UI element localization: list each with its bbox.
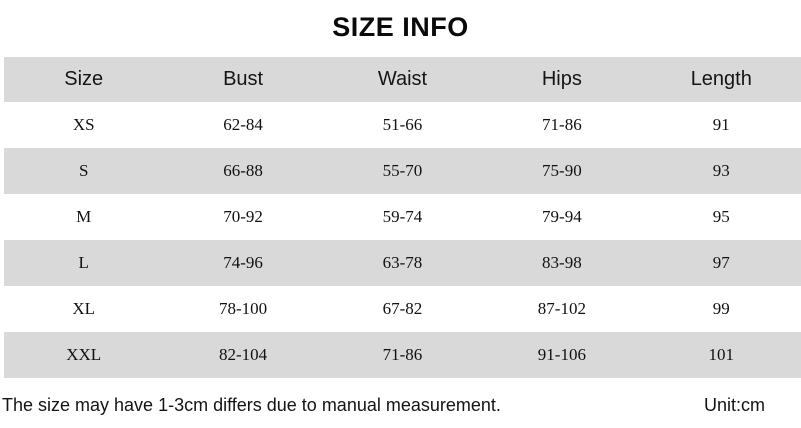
size-cell: S [78,161,89,180]
footer: The size may have 1-3cm differs due to m… [0,395,801,416]
table-header-row: Size Bust Waist Hips Length [4,57,801,102]
column-header-bust: Bust [223,68,264,90]
size-table: Size Bust Waist Hips Length XS 62-84 51-… [4,57,801,378]
size-cell: XL [72,299,96,318]
length-cell: 91 [712,115,730,134]
bust-cell: 66-88 [223,161,263,180]
size-cell: L [78,253,89,272]
length-cell: 95 [712,207,730,226]
column-header-hips: Hips [541,68,582,90]
length-cell: 99 [712,299,730,318]
page-title: SIZE INFO [332,12,469,42]
bust-cell: 70-92 [223,207,263,226]
column-header-size: Size [64,68,104,90]
hips-cell: 79-94 [542,207,582,226]
size-cell: XXL [66,345,102,364]
measurement-note: The size may have 1-3cm differs due to m… [2,395,501,415]
unit-label: Unit:cm [703,395,765,415]
waist-cell: 59-74 [382,207,423,226]
table-row-s: S 66-88 55-70 75-90 93 [4,148,801,194]
bust-cell: 82-104 [219,345,268,364]
hips-cell: 91-106 [537,345,586,364]
column-header-length: Length [690,68,752,90]
length-cell: 101 [708,345,735,364]
table-row-xxl: XXL 82-104 71-86 91-106 101 [4,332,801,378]
hips-cell: 71-86 [542,115,582,134]
waist-cell: 51-66 [382,115,423,134]
size-cell: XS [72,115,95,134]
table-row-l: L 74-96 63-78 83-98 97 [4,240,801,286]
hips-cell: 75-90 [542,161,582,180]
table-row-m: M 70-92 59-74 79-94 95 [4,194,801,240]
size-cell: M [76,207,92,226]
bust-cell: 62-84 [223,115,263,134]
bust-cell: 78-100 [219,299,268,318]
hips-cell: 83-98 [542,253,582,272]
table-row-xl: XL 78-100 67-82 87-102 99 [4,286,801,332]
bust-cell: 74-96 [223,253,263,272]
column-header-waist: Waist [377,68,428,90]
waist-cell: 55-70 [382,161,423,180]
length-cell: 93 [712,161,730,180]
length-cell: 97 [712,253,730,272]
hips-cell: 87-102 [537,299,586,318]
table-row-xs: XS 62-84 51-66 71-86 91 [4,102,801,148]
waist-cell: 63-78 [382,253,423,272]
waist-cell: 71-86 [382,345,423,364]
waist-cell: 67-82 [382,299,423,318]
